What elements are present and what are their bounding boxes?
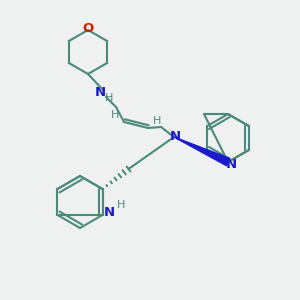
Text: N: N [225,158,237,172]
Text: H: H [111,110,119,120]
Text: N: N [104,206,115,220]
Text: H: H [105,93,113,103]
Text: O: O [82,22,94,35]
Polygon shape [174,137,230,166]
Text: N: N [169,130,181,142]
Text: H: H [117,200,126,210]
Text: N: N [94,86,106,100]
Text: H: H [153,116,161,126]
